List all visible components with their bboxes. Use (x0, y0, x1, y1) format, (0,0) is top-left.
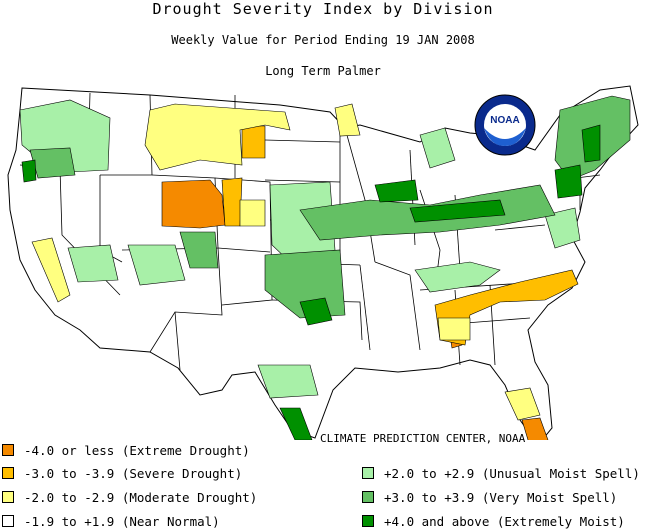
region-unusual-moist-mi (419, 127, 456, 169)
region-unusual-moist-ut (67, 244, 119, 283)
region-unusual-moist-ma (544, 207, 581, 249)
legend-item-very-moist: +3.0 to +3.9 (Very Moist Spell) (362, 489, 618, 505)
legend-swatch (2, 467, 14, 479)
legend-swatch (362, 467, 374, 479)
region-moderate-drought-mt (144, 103, 291, 171)
region-very-moist-wa (29, 147, 76, 179)
region-extreme-drought-fl (521, 417, 549, 440)
region-moderate-drought-se (437, 317, 471, 341)
legend-label: -4.0 or less (Extreme Drought) (24, 442, 250, 458)
region-extreme-drought-wy (161, 179, 226, 229)
region-extremely-moist-ny (554, 164, 583, 199)
region-severe-drought-wy (221, 177, 243, 227)
region-extremely-moist-me (581, 124, 601, 163)
region-extremely-moist-oh (409, 199, 506, 223)
legend-swatch (2, 491, 14, 503)
legend-item-extremely-moist: +4.0 and above (Extremely Moist) (362, 513, 625, 529)
legend-item-severe-drought: -3.0 to -3.9 (Severe Drought) (2, 465, 243, 481)
svg-text:NOAA: NOAA (490, 115, 519, 126)
map-title: Drought Severity Index by Division (152, 0, 494, 18)
legend-label: -2.0 to -2.9 (Moderate Drought) (24, 489, 258, 505)
region-moderate-drought-fl (504, 387, 541, 421)
region-moderate-drought-ca (31, 237, 71, 303)
map-subtitle: Weekly Value for Period Ending 19 JAN 20… (171, 33, 475, 47)
region-extremely-moist-mn (374, 179, 419, 203)
legend-label: +2.0 to +2.9 (Unusual Moist Spell) (384, 465, 640, 481)
index-name: Long Term Palmer (265, 64, 381, 78)
region-severe-drought-se (434, 269, 579, 346)
region-extremely-moist-wa (21, 159, 37, 183)
us-drought-map: NOAA (7, 85, 639, 440)
legend-swatch (362, 515, 374, 527)
legend-item-extreme-drought: -4.0 or less (Extreme Drought) (2, 442, 250, 458)
legend-item-unusual-moist: +2.0 to +2.9 (Unusual Moist Spell) (362, 465, 640, 481)
legend-label: +4.0 and above (Extremely Moist) (384, 513, 625, 529)
region-unusual-moist-ky (414, 261, 501, 293)
legend-label: -3.0 to -3.9 (Severe Drought) (24, 465, 243, 481)
credit-text: CLIMATE PREDICTION CENTER, NOAA (320, 432, 526, 445)
region-moderate-drought-wy (239, 199, 266, 227)
region-extremely-moist-ar (299, 297, 333, 326)
region-unusual-moist-az (127, 244, 186, 286)
legend-item-near-normal: -1.9 to +1.9 (Near Normal) (2, 513, 220, 529)
legend-swatch (362, 491, 374, 503)
legend-label: +3.0 to +3.9 (Very Moist Spell) (384, 489, 618, 505)
region-very-moist-co (179, 231, 219, 269)
legend-item-moderate-drought: -2.0 to -2.9 (Moderate Drought) (2, 489, 258, 505)
legend-swatch (2, 515, 14, 527)
region-extremely-moist-tx (279, 407, 313, 440)
region-severe-drought-mt (241, 125, 266, 159)
noaa-logo: NOAA (474, 94, 536, 156)
region-unusual-moist-tx (257, 364, 319, 399)
region-moderate-drought-mn (334, 103, 361, 137)
legend-swatch (2, 444, 14, 456)
legend-label: -1.9 to +1.9 (Near Normal) (24, 513, 220, 529)
